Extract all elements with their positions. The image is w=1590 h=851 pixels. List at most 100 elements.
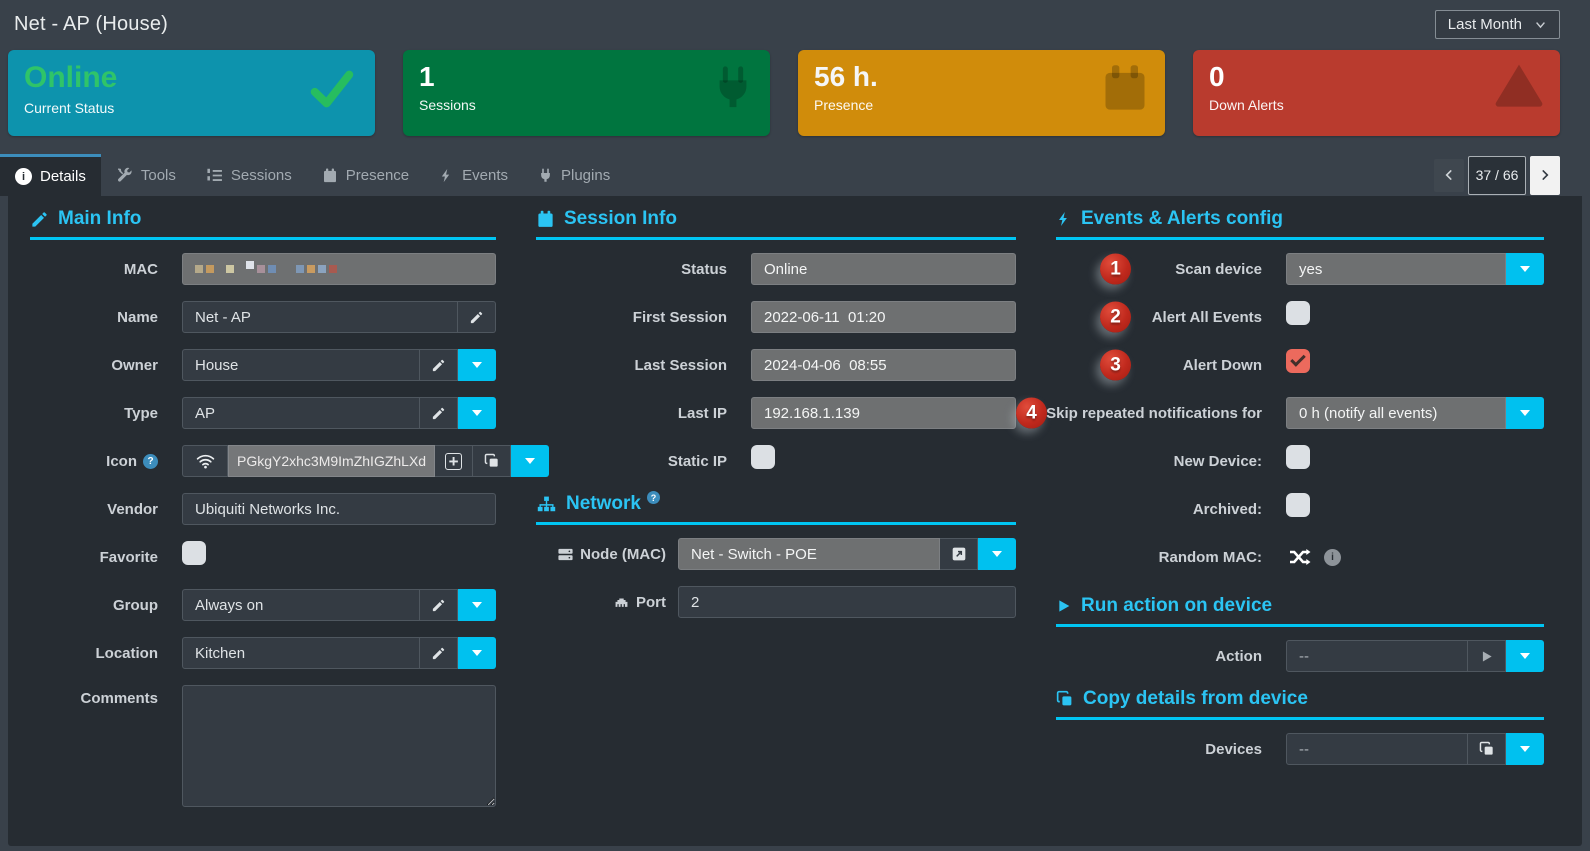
mac-input[interactable] <box>182 253 496 285</box>
static-ip-checkbox[interactable] <box>751 445 775 469</box>
card-value: 56 h. <box>814 61 878 92</box>
scan-device-select[interactable]: yes <box>1286 253 1506 285</box>
field-label: Alert Down <box>1182 356 1262 374</box>
tab-tools[interactable]: Tools <box>101 154 191 196</box>
tab-label: Presence <box>345 166 410 184</box>
network-help-icon[interactable]: ? <box>646 491 660 504</box>
run-action-header: Run action on device <box>1056 595 1544 627</box>
vendor-input[interactable]: Ubiquiti Networks Inc. <box>182 493 496 525</box>
icon-base64-input[interactable]: PGkgY2xhc3M9ImZhIGZhLXd <box>228 445 436 477</box>
plus-icon: + <box>445 452 463 470</box>
field-label: Last Session <box>634 356 727 374</box>
section-title: Run action on device <box>1081 595 1273 616</box>
bolt-icon <box>441 168 450 182</box>
card-label: Sessions <box>419 97 476 114</box>
pencil-icon <box>432 647 445 659</box>
edit-name-button[interactable] <box>458 301 496 333</box>
mac-redacted-value <box>195 260 337 278</box>
tab-details[interactable]: i Details <box>0 154 101 196</box>
card-label: Current Status <box>24 99 115 116</box>
location-dropdown-button[interactable] <box>458 637 496 669</box>
caret-down-icon <box>992 551 1002 557</box>
alert-all-events-checkbox[interactable] <box>1286 301 1310 325</box>
comments-textarea[interactable] <box>182 685 496 807</box>
action-select[interactable]: -- <box>1286 640 1468 672</box>
last-ip-value: 192.168.1.139 <box>751 397 1016 429</box>
field-label: Archived: <box>1192 500 1262 518</box>
copy-from-device-button[interactable] <box>1468 733 1506 765</box>
annotation-marker-4: 4 <box>1016 397 1047 429</box>
add-icon-button[interactable]: + <box>435 445 474 477</box>
next-device-button[interactable] <box>1530 155 1560 195</box>
devices-select[interactable]: -- <box>1286 733 1468 765</box>
field-archived: Archived: <box>1056 493 1544 525</box>
field-label: New Device: <box>1173 452 1262 470</box>
alert-down-checkbox[interactable] <box>1286 349 1310 373</box>
first-session-value: 2022-06-11 01:20 <box>751 301 1016 333</box>
group-dropdown-button[interactable] <box>458 589 496 621</box>
pencil-icon <box>470 311 483 323</box>
info-circle-icon[interactable]: i <box>1324 548 1341 566</box>
tab-label: Sessions <box>230 166 292 184</box>
edit-location-button[interactable] <box>420 637 458 669</box>
field-label: Scan device <box>1175 260 1262 278</box>
location-input[interactable]: Kitchen <box>182 637 420 669</box>
page-indicator[interactable]: 37 / 66 <box>1468 155 1526 195</box>
field-first-session: First Session 2022-06-11 01:20 <box>536 301 1016 333</box>
field-alert-all-events: 2 Alert All Events <box>1056 301 1544 333</box>
events-alerts-header: Events & Alerts config <box>1056 208 1544 240</box>
status-value: Online <box>751 253 1016 285</box>
card-value: 1 <box>419 61 435 92</box>
tab-plugins[interactable]: Plugins <box>523 154 625 196</box>
group-input[interactable]: Always on <box>182 589 420 621</box>
field-status: Status Online <box>536 253 1016 285</box>
main-info-column: Main Info MAC Name Net - AP <box>30 208 550 828</box>
field-group: Group Always on <box>30 589 496 621</box>
main-info-header: Main Info <box>30 208 496 240</box>
field-label: Alert All Events <box>1151 308 1262 326</box>
field-label: Group <box>113 596 158 614</box>
sitemap-icon <box>537 496 556 511</box>
node-dropdown-button[interactable] <box>978 538 1016 570</box>
icon-dropdown-button[interactable] <box>511 445 550 477</box>
page-title: Net - AP (House) <box>14 12 169 35</box>
caret-down-icon <box>472 650 482 656</box>
time-range-select[interactable]: Last Month <box>1434 9 1560 39</box>
devices-dropdown-button[interactable] <box>1506 733 1544 765</box>
owner-input[interactable]: House <box>182 349 420 381</box>
open-node-button[interactable] <box>940 538 978 570</box>
edit-type-button[interactable] <box>420 397 458 429</box>
chevron-right-icon <box>1542 170 1549 180</box>
action-dropdown-button[interactable] <box>1506 640 1544 672</box>
run-action-button[interactable] <box>1468 640 1506 672</box>
type-dropdown-button[interactable] <box>458 397 496 429</box>
favorite-checkbox[interactable] <box>182 541 206 565</box>
prev-device-button[interactable] <box>1434 158 1464 192</box>
port-input[interactable]: 2 <box>678 586 1016 618</box>
skip-notifications-dropdown-button[interactable] <box>1506 397 1544 429</box>
edit-group-button[interactable] <box>420 589 458 621</box>
events-alerts-column: Events & Alerts config 1 Scan device yes… <box>1016 208 1544 828</box>
icon-help-icon[interactable]: ? <box>143 453 158 469</box>
tab-events[interactable]: Events <box>424 154 523 196</box>
field-mac: MAC <box>30 253 496 285</box>
time-range-value: Last Month <box>1447 15 1522 33</box>
type-input[interactable]: AP <box>182 397 420 429</box>
annotation-marker-2: 2 <box>1100 301 1131 333</box>
new-device-checkbox[interactable] <box>1286 445 1310 469</box>
scan-device-dropdown-button[interactable] <box>1506 253 1544 285</box>
node-mac-select[interactable]: Net - Switch - POE <box>678 538 940 570</box>
name-input[interactable]: Net - AP <box>182 301 458 333</box>
skip-notifications-select[interactable]: 0 h (notify all events) <box>1286 397 1506 429</box>
tab-presence[interactable]: Presence <box>307 154 424 196</box>
warning-icon <box>1492 60 1546 115</box>
archived-checkbox[interactable] <box>1286 493 1310 517</box>
copy-icon-button[interactable] <box>473 445 512 477</box>
owner-dropdown-button[interactable] <box>458 349 496 381</box>
tab-strip: i Details Tools Sessions Presence Events… <box>0 154 1590 196</box>
tab-sessions[interactable]: Sessions <box>191 154 307 196</box>
field-last-ip: Last IP 192.168.1.139 <box>536 397 1016 429</box>
shuffle-icon <box>1290 549 1311 565</box>
field-action: Action -- <box>1056 640 1544 672</box>
edit-owner-button[interactable] <box>420 349 458 381</box>
